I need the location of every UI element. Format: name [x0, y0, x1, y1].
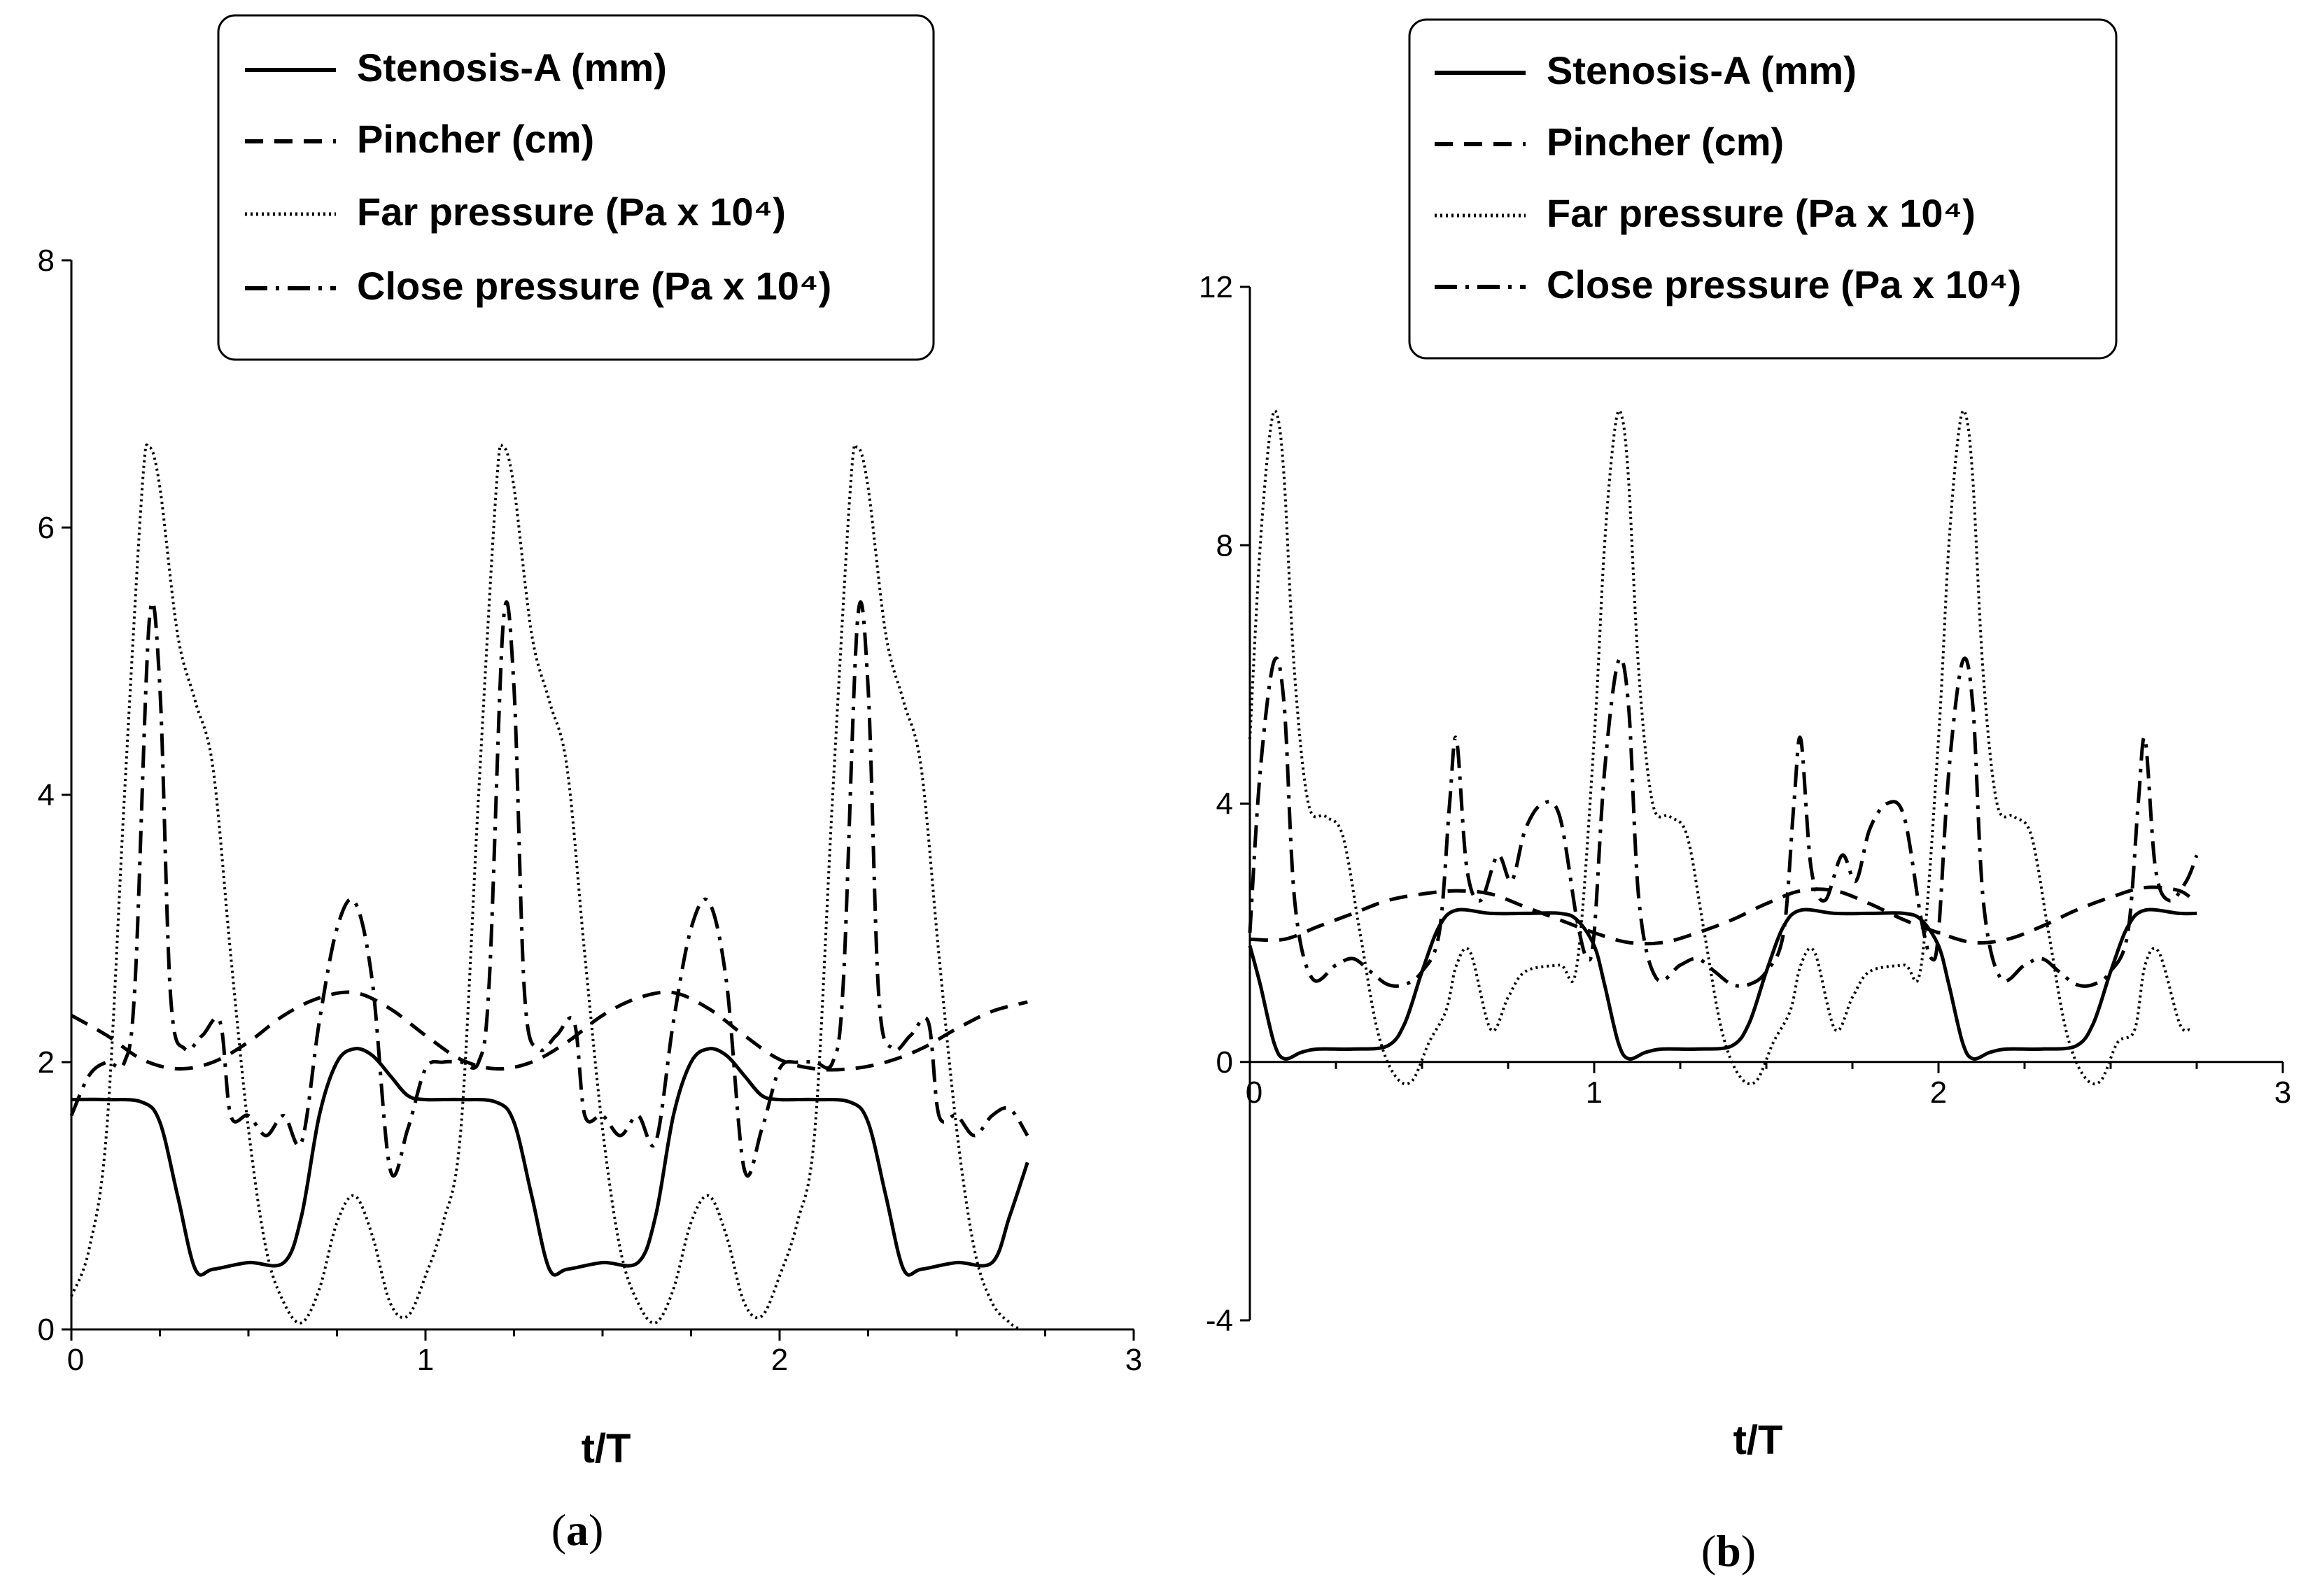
legend-items-a: Stenosis-A (mm) Pincher (cm) Far pressure …: [245, 45, 831, 308]
panel-label-b: (b): [1701, 1526, 1756, 1576]
y-tick-label-b: -4: [1206, 1304, 1233, 1338]
y-tick-label-a: 4: [38, 778, 55, 812]
x-tick-label-b: 2: [1930, 1075, 1947, 1110]
series-layer-a: [69, 443, 1029, 1331]
panel-label-a: (a): [551, 1505, 604, 1555]
legend-label-stenosis-a-a: Stenosis-A (mm): [357, 45, 667, 90]
x-axis-title-b: t/T: [1733, 1418, 1783, 1463]
legend-label-close-pressure-a: Close pressure (Pa x 10⁴): [357, 264, 831, 308]
x-axis-title-a: t/T: [582, 1426, 631, 1471]
series-line-pincher-a: [70, 990, 1028, 1072]
series-layer-b: [1248, 409, 2199, 1086]
legend-label-far-pressure-a: Far pressure (Pa x 10⁴): [357, 190, 786, 234]
x-tick-label-b: 3: [2274, 1075, 2291, 1110]
axes-a: [62, 259, 1135, 1341]
axes-b: [1240, 285, 2284, 1322]
series-line-far-pressure-b: [1248, 409, 2191, 1086]
legend-items-b: Stenosis-A (mm) Pincher (cm) Far pressure …: [1435, 48, 2021, 306]
series-line-close-pressure-a: [69, 600, 1029, 1178]
legend-label-stenosis-a-b: Stenosis-A (mm): [1547, 48, 1857, 92]
x-tick-label-a: 2: [771, 1343, 788, 1377]
series-line-close-pressure-b: [1248, 656, 2199, 988]
legend-a: Stenosis-A (mm) Pincher (cm) Far pressure …: [217, 14, 935, 361]
series-line-stenosis-a-b: [1248, 908, 2197, 1061]
x-tick-label-a: 1: [417, 1343, 434, 1377]
y-tick-label-a: 2: [38, 1045, 55, 1080]
legend-label-pincher-a: Pincher (cm): [357, 117, 594, 161]
legend-box-a: [217, 14, 935, 361]
y-tick-label-b: 0: [1216, 1045, 1233, 1080]
x-tick-label-a: 0: [67, 1343, 84, 1377]
chart-panel-a: 0 1 2 3 0 2 4 6 8 t/T Stenosis-A (mm) Pincher (cm…: [38, 14, 1143, 1555]
legend-label-close-pressure-b: Close pressure (Pa x 10⁴): [1547, 262, 2021, 306]
series-line-pincher-b: [1249, 885, 2198, 946]
x-tick-label-b: 1: [1586, 1075, 1603, 1110]
y-tick-label-b: 8: [1216, 528, 1233, 563]
y-tick-label-b: 4: [1216, 787, 1233, 821]
x-tick-label-a: 3: [1125, 1343, 1142, 1377]
legend-label-far-pressure-b: Far pressure (Pa x 10⁴): [1547, 191, 1976, 235]
tick-labels-a: 0 1 2 3 0 2 4 6 8: [38, 243, 1143, 1377]
y-tick-label-a: 6: [38, 511, 55, 545]
series-line-stenosis-a-a: [71, 1047, 1029, 1277]
x-tick-label-b: 0: [1246, 1075, 1262, 1110]
y-tick-label-a: 8: [38, 243, 55, 278]
legend-b: Stenosis-A (mm) Pincher (cm) Far pressure …: [1408, 18, 2118, 360]
y-tick-label-a: 0: [38, 1313, 55, 1347]
legend-label-pincher-b: Pincher (cm): [1547, 120, 1784, 164]
series-line-far-pressure-a: [70, 443, 1022, 1331]
y-tick-label-b: 12: [1199, 270, 1233, 304]
legend-box-b: [1408, 18, 2118, 360]
